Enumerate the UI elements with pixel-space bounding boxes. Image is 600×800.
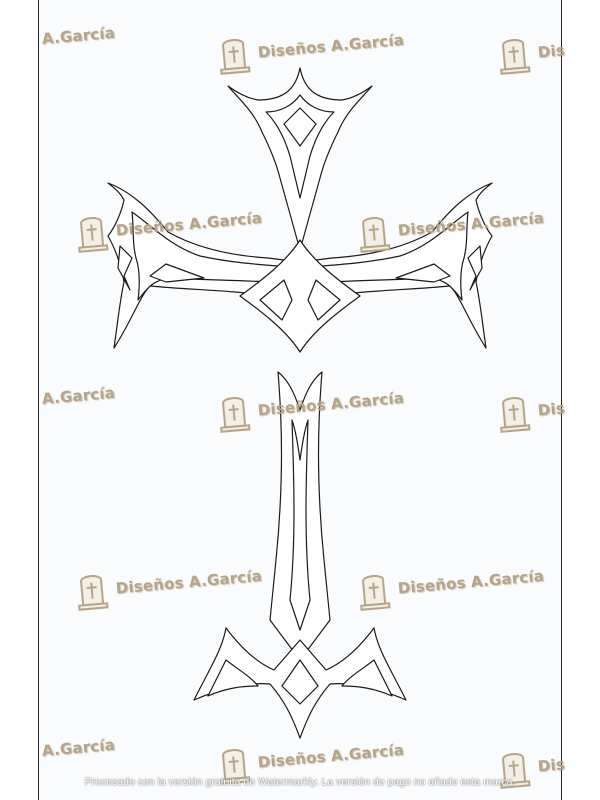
watermark-text: Diseños A.García <box>397 208 545 240</box>
tombstone-cross-icon <box>78 575 109 611</box>
watermark-lower-right: Diseños A.García <box>356 556 545 612</box>
cross-top-diamond <box>283 107 317 147</box>
watermark-text: Diseños A.García <box>257 30 405 62</box>
watermark-text: Diseños A.García <box>115 566 263 598</box>
watermark-text: Diseños A.García <box>257 740 405 772</box>
tombstone-cross-icon <box>78 217 109 253</box>
watermark-lower-left: Diseños A.García <box>74 556 263 612</box>
tombstone-cross-icon <box>220 39 251 75</box>
cross-base-inner-left <box>207 659 259 697</box>
watermark-text: Dis <box>537 755 566 776</box>
cross-base-diamond <box>281 659 319 705</box>
watermark-clipped-top-right: Dis <box>496 30 566 76</box>
cross-base-inner-right <box>341 659 393 697</box>
sheet-left-edge <box>38 0 39 800</box>
watermark-clipped-bottom-right: Dis <box>496 744 566 790</box>
watermark-center: Diseños A.García <box>216 378 405 434</box>
tombstone-cross-icon <box>500 397 531 433</box>
watermark-text: Dis <box>537 399 566 420</box>
cross-center-left-eye <box>259 279 293 321</box>
watermark-text: Dis <box>537 41 566 62</box>
sheet-right-edge <box>561 0 562 800</box>
watermark-text: Diseños A.García <box>257 388 405 420</box>
watermark-text: Diseños A.García <box>115 208 263 240</box>
watermark-mid-right: Diseños A.García <box>356 198 545 254</box>
cross-right-fin <box>467 245 483 291</box>
tombstone-cross-icon <box>500 753 531 789</box>
cross-shaft-inner <box>289 419 311 631</box>
watermark-clipped-center-right: Dis <box>496 388 566 434</box>
cross-right-diamond <box>395 263 451 283</box>
tombstone-cross-icon <box>220 397 251 433</box>
watermark-mid-left: Diseños A.García <box>74 198 263 254</box>
cross-center-medallion <box>239 239 361 353</box>
watermark-bottom-center: Diseños A.García <box>216 730 405 786</box>
watermark-service-note: Procesado con la versión gratuita de Wat… <box>84 776 516 788</box>
tombstone-cross-icon <box>360 575 391 611</box>
cross-left-fin <box>117 245 133 291</box>
tombstone-cross-icon <box>360 217 391 253</box>
cross-center-right-eye <box>307 279 341 321</box>
tombstone-cross-icon <box>500 39 531 75</box>
tombstone-cross-icon <box>220 749 251 785</box>
watermark-text: Diseños A.García <box>397 566 545 598</box>
cross-left-diamond <box>149 263 205 283</box>
watermark-top-center: Diseños A.García <box>216 20 405 76</box>
